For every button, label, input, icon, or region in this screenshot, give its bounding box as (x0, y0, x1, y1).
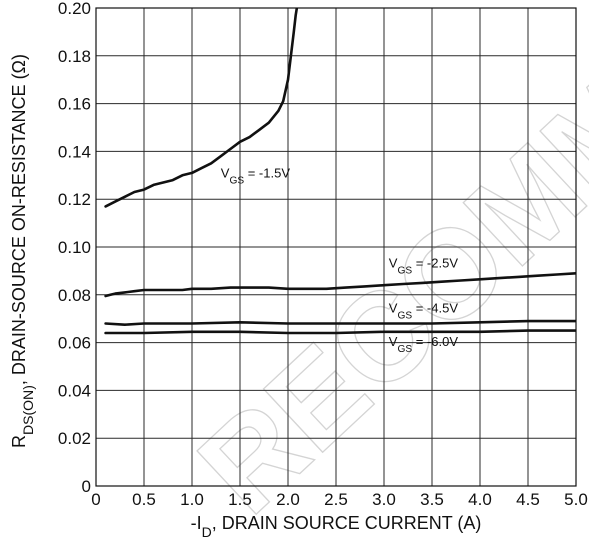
y-tick-label: 0.12 (58, 190, 91, 209)
y-tick-label: 0.14 (58, 142, 91, 161)
x-tick-label: 1.5 (228, 490, 252, 509)
series-line-4 (104, 329, 576, 335)
y-tick-label: 0.08 (58, 286, 91, 305)
series-label-2: VGS = -2.5V (389, 255, 459, 276)
series-label-3: VGS = -4.5V (389, 301, 459, 322)
x-tick-label: 5.0 (564, 490, 588, 509)
y-tick-label: 0.16 (58, 95, 91, 114)
y-tick-label: 0.06 (58, 334, 91, 353)
series-label-4: VGS = -6.0V (389, 334, 459, 355)
y-tick-label: 0.04 (58, 381, 91, 400)
tick-labels: 0 0.5 1.0 1.5 2.0 2.5 3.0 3.5 4.0 4.5 5.0 0 0.02 0.04… (58, 0, 588, 509)
series-lines (104, 8, 576, 335)
y-axis-title: RDS(ON), DRAIN-SOURCE ON-RESISTANCE (Ω) (9, 54, 36, 448)
x-tick-label: 2.0 (276, 490, 300, 509)
y-tick-label: 0 (82, 477, 91, 496)
watermark: RECOMMENDED (172, 0, 589, 537)
watermark-text: RECOMMENDED (172, 0, 589, 537)
axis-titles: -ID, DRAIN SOURCE CURRENT (A) RDS(ON), DR… (9, 54, 481, 537)
x-tick-label: 3.0 (372, 490, 396, 509)
x-tick-label: 4.0 (468, 490, 492, 509)
series-labels: VGS = -1.5V VGS = -2.5V VGS = -4.5V VGS = -… (221, 166, 459, 355)
x-tick-label: 0 (91, 490, 100, 509)
x-tick-label: 2.5 (324, 490, 348, 509)
x-tick-label: 0.5 (132, 490, 156, 509)
x-tick-label: 3.5 (420, 490, 444, 509)
x-axis-title: -ID, DRAIN SOURCE CURRENT (A) (191, 513, 482, 537)
y-tick-label: 0.02 (58, 429, 91, 448)
series-line-2 (104, 271, 576, 298)
grid (95, 7, 577, 487)
series-label-1: VGS = -1.5V (221, 166, 291, 187)
series-line-1 (104, 8, 299, 208)
y-tick-label: 0.18 (58, 47, 91, 66)
x-tick-label: 4.5 (516, 490, 540, 509)
x-tick-label: 1.0 (180, 490, 204, 509)
y-tick-label: 0.10 (58, 238, 91, 257)
plot-frame (95, 7, 577, 487)
y-tick-label: 0.20 (58, 0, 91, 18)
series-line-3 (104, 319, 576, 327)
